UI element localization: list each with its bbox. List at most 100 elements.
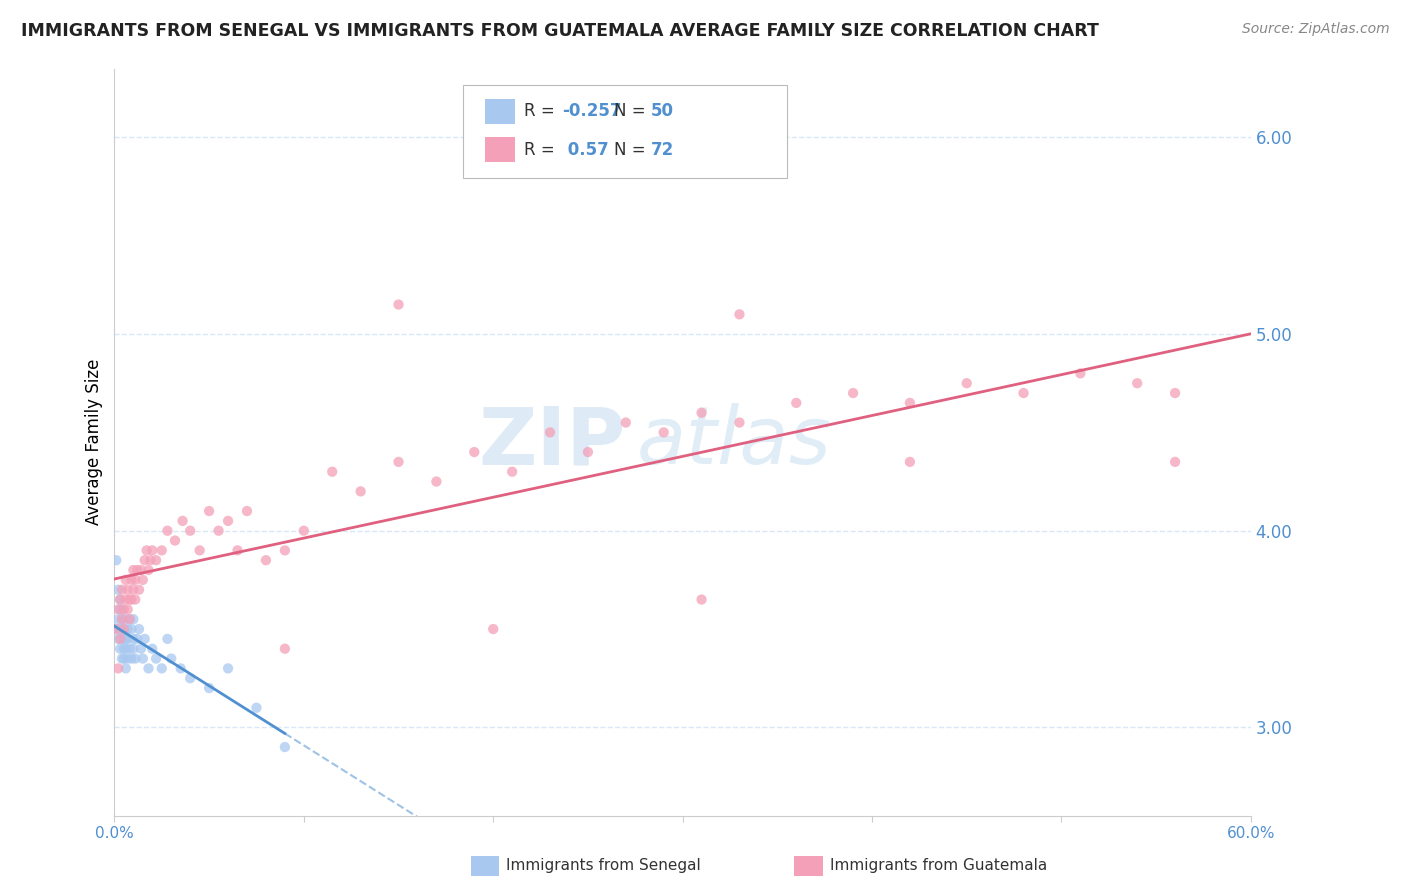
Point [111, 582, 134, 597]
Point [132, 573, 155, 587]
Point [134, 632, 156, 646]
Point [1012, 386, 1035, 401]
Point [349, 484, 371, 499]
Point [274, 740, 297, 755]
Point [107, 612, 129, 626]
Point [898, 455, 921, 469]
Point [107, 582, 129, 597]
Point [112, 632, 135, 646]
Point [114, 641, 136, 656]
Point [112, 641, 135, 656]
Point [1164, 386, 1187, 401]
Point [111, 612, 134, 626]
Point [120, 573, 142, 587]
Point [614, 416, 637, 430]
Point [236, 504, 259, 518]
Point [690, 406, 713, 420]
Point [179, 524, 201, 538]
Point [105, 622, 128, 636]
Point [114, 573, 136, 587]
Point [122, 632, 145, 646]
Text: Source: ZipAtlas.com: Source: ZipAtlas.com [1241, 22, 1389, 37]
Point [122, 582, 145, 597]
Point [124, 592, 146, 607]
Point [112, 622, 135, 636]
Point [1164, 455, 1187, 469]
Point [128, 622, 150, 636]
Text: 72: 72 [651, 141, 673, 159]
Text: 0.57: 0.57 [562, 141, 609, 159]
Point [163, 533, 186, 548]
Point [170, 661, 193, 675]
Point [107, 661, 129, 675]
Point [120, 622, 142, 636]
Point [254, 553, 277, 567]
Point [114, 661, 136, 675]
Text: atlas: atlas [637, 403, 832, 481]
Point [112, 651, 135, 665]
Point [141, 543, 163, 558]
Point [111, 651, 134, 665]
Point [117, 622, 139, 636]
Point [785, 396, 807, 410]
Point [127, 563, 149, 577]
Point [111, 612, 134, 626]
Point [134, 553, 156, 567]
Point [576, 445, 599, 459]
Point [217, 661, 239, 675]
Point [111, 602, 134, 616]
Point [108, 592, 131, 607]
Point [108, 592, 131, 607]
Point [728, 416, 751, 430]
Y-axis label: Average Family Size: Average Family Size [86, 359, 103, 525]
Point [128, 582, 150, 597]
Text: N =: N = [614, 141, 651, 159]
Point [274, 543, 297, 558]
Point [217, 514, 239, 528]
Text: R =: R = [524, 103, 560, 120]
Point [112, 602, 135, 616]
Point [1126, 376, 1149, 391]
Text: IMMIGRANTS FROM SENEGAL VS IMMIGRANTS FROM GUATEMALA AVERAGE FAMILY SIZE CORRELA: IMMIGRANTS FROM SENEGAL VS IMMIGRANTS FR… [21, 22, 1099, 40]
Point [108, 641, 131, 656]
Point [114, 592, 136, 607]
Text: R =: R = [524, 141, 560, 159]
Point [482, 622, 505, 636]
Text: 50: 50 [651, 103, 673, 120]
Point [112, 622, 135, 636]
Point [117, 651, 139, 665]
Point [114, 612, 136, 626]
Point [387, 455, 409, 469]
Point [114, 632, 136, 646]
Text: Immigrants from Senegal: Immigrants from Senegal [506, 858, 702, 872]
Point [956, 376, 979, 391]
Point [108, 602, 131, 616]
Point [141, 641, 163, 656]
Text: -0.257: -0.257 [562, 103, 621, 120]
Point [226, 543, 249, 558]
Point [107, 602, 129, 616]
Point [111, 622, 134, 636]
Point [690, 592, 713, 607]
Point [387, 297, 409, 311]
Point [179, 671, 201, 685]
Point [124, 651, 146, 665]
Point [117, 632, 139, 646]
Point [108, 622, 131, 636]
Point [122, 563, 145, 577]
Point [321, 465, 343, 479]
Point [150, 661, 173, 675]
Point [138, 661, 160, 675]
Text: N =: N = [614, 103, 651, 120]
Point [245, 700, 267, 714]
Point [274, 641, 297, 656]
Point [135, 543, 157, 558]
Point [150, 543, 173, 558]
Point [538, 425, 561, 440]
Point [145, 651, 167, 665]
Point [107, 632, 129, 646]
Point [118, 612, 141, 626]
Point [122, 641, 145, 656]
Point [156, 524, 179, 538]
Point [292, 524, 315, 538]
